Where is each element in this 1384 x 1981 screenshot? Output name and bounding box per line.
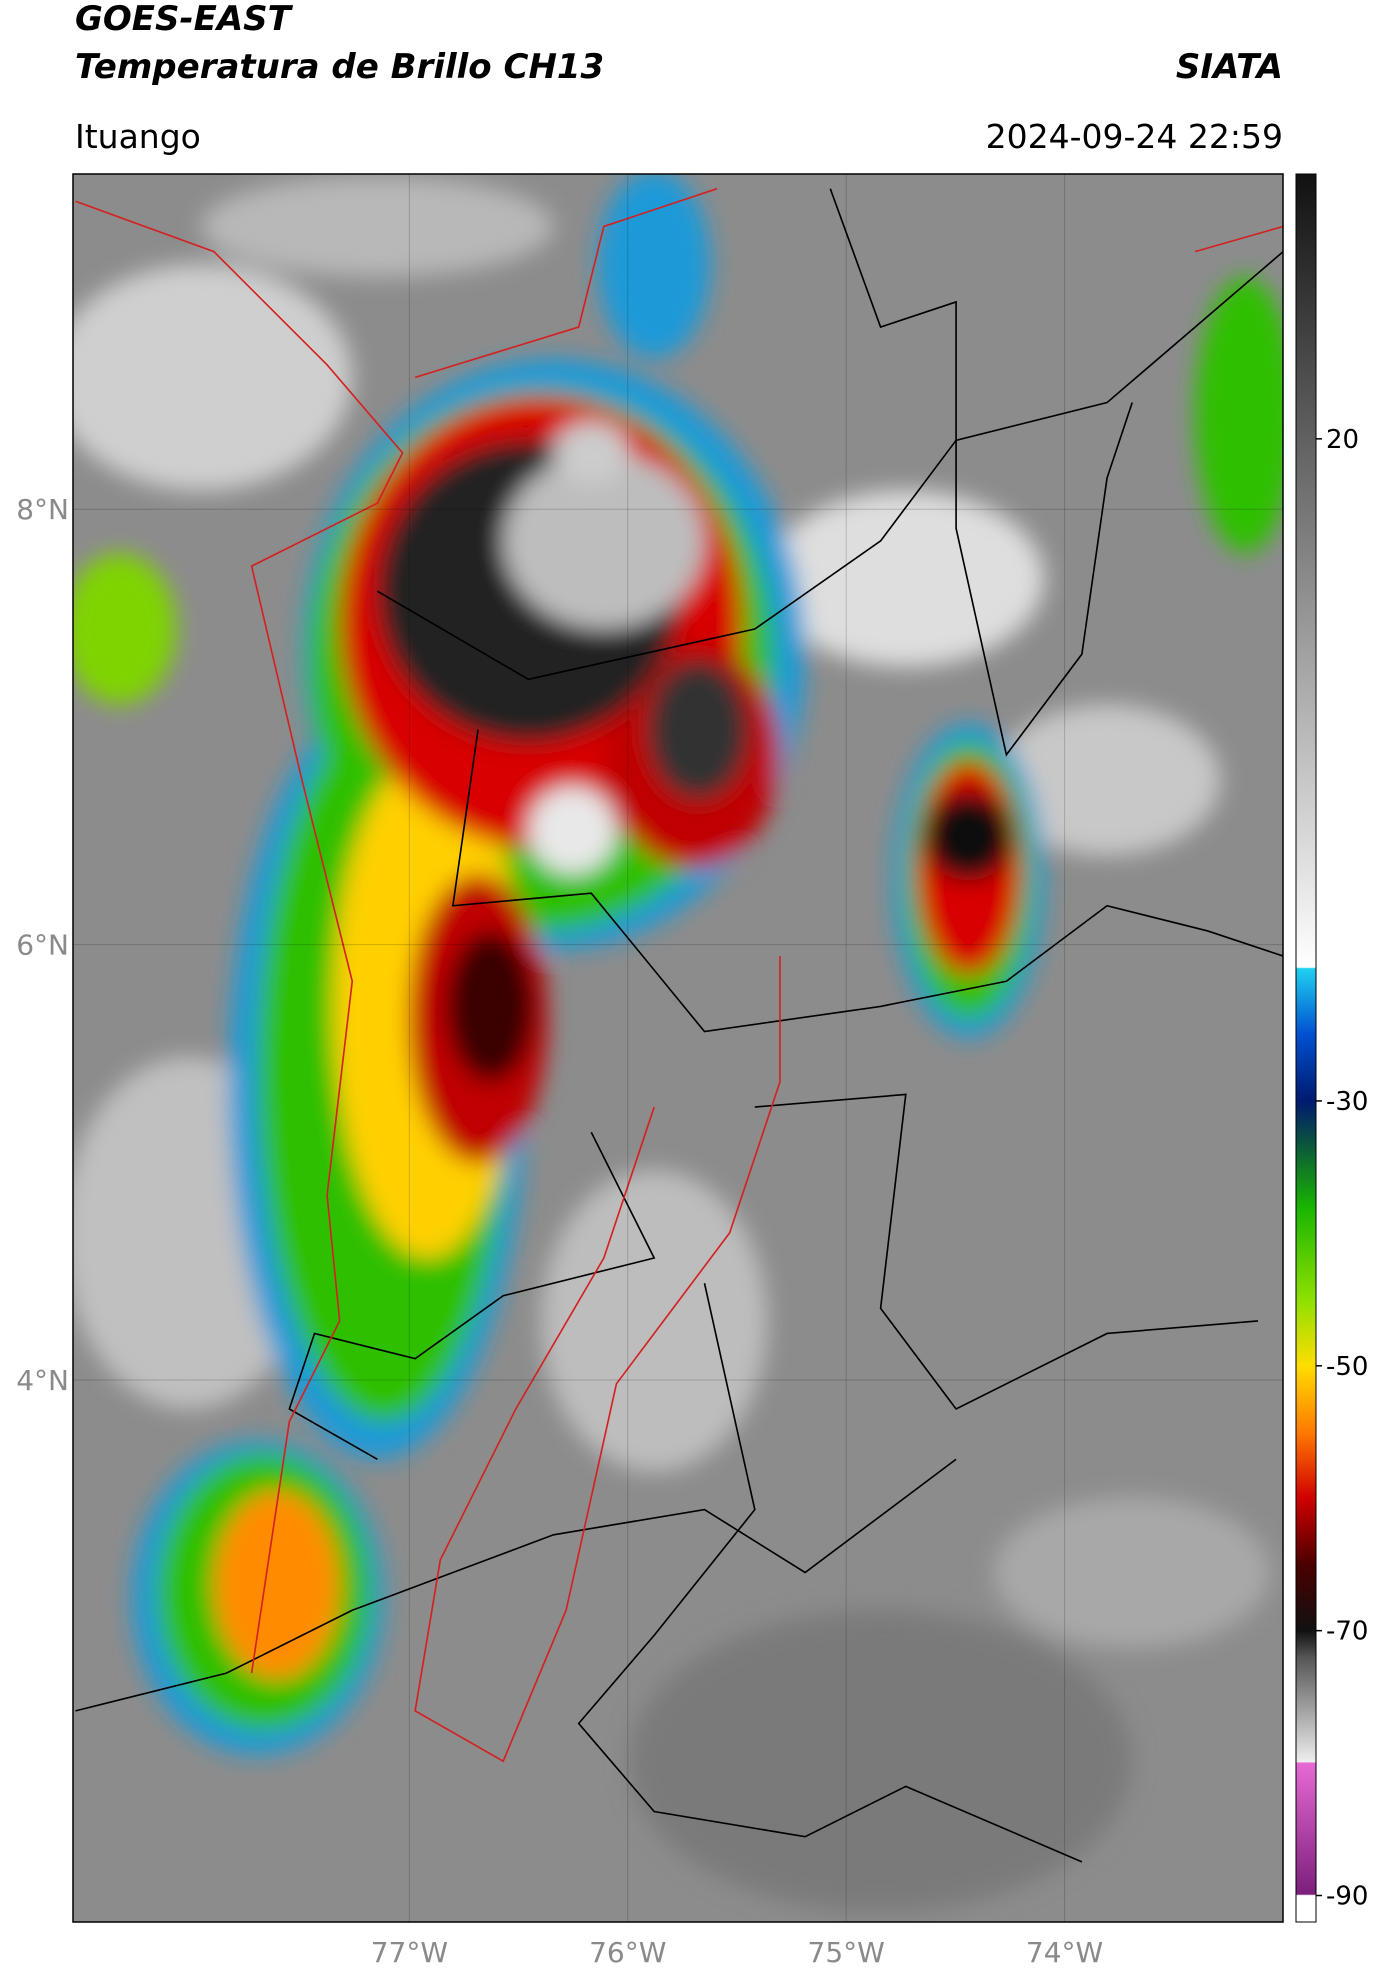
lat-tick-label: 8°N	[16, 493, 69, 526]
subtitle: Temperatura de Brillo CH13	[75, 47, 604, 87]
lat-tick-label: 6°N	[16, 929, 69, 962]
map-frame	[72, 173, 1284, 1923]
title: GOES-EAST	[75, 0, 294, 39]
organization: SIATA	[1176, 47, 1283, 87]
colorbar-tick-label: -30	[1326, 1087, 1368, 1117]
colorbar-tick-label: -50	[1326, 1352, 1368, 1382]
colorbar-tick-label: -90	[1326, 1882, 1368, 1912]
satellite-image	[73, 174, 1283, 1922]
colorbar	[1295, 173, 1317, 1923]
datetime: 2024-09-24 22:59	[986, 117, 1283, 156]
lon-tick-label: 75°W	[808, 1936, 885, 1969]
lon-tick-label: 77°W	[371, 1936, 448, 1969]
location: Ituango	[75, 117, 201, 156]
colorbar-tick-label: -70	[1326, 1617, 1368, 1647]
colorbar-tick-label: 20	[1326, 425, 1359, 455]
lon-tick-label: 74°W	[1026, 1936, 1103, 1969]
lat-tick-label: 4°N	[16, 1364, 69, 1397]
lon-tick-label: 76°W	[589, 1936, 666, 1969]
